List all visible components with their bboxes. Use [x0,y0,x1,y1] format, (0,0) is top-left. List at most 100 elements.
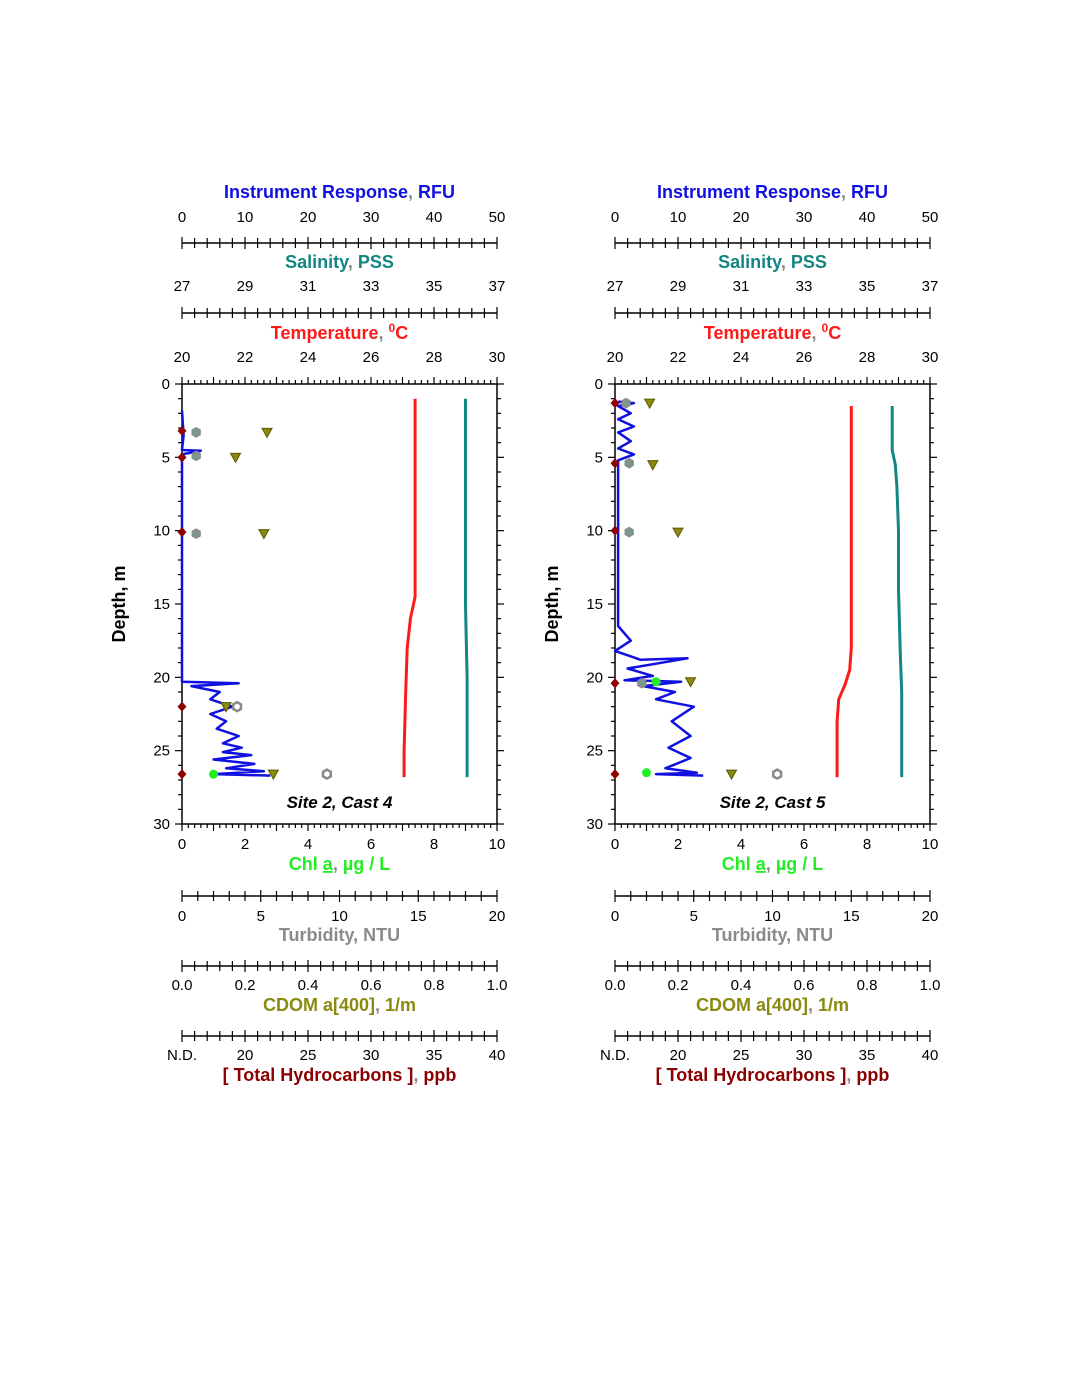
cdom-axis-title: CDOM a[400], 1/m [696,995,849,1015]
turbidity-axis-title: Turbidity, NTU [712,925,833,945]
turbidity-axis-title: Turbidity, NTU [279,925,400,945]
tph-tick-label: 30 [796,1047,813,1064]
chl-unit: µg / L [776,854,823,874]
rfu-tick-label: 40 [426,209,443,226]
turbidity-marker [621,397,631,409]
depth-unit: m [109,565,129,581]
axis-title-separator: , [353,925,363,945]
instrument-response-line [180,410,271,777]
axis-title-separator: , [766,854,776,874]
axis-title-separator: , [109,582,129,592]
axis-title-separator: , [408,182,418,202]
cdom-label: CDOM a[400] [696,995,808,1015]
cdom-marker [646,460,659,471]
tph-axis-title: [ Total Hydrocarbons ], ppb [223,1065,457,1085]
rfu-tick-label: 0 [611,209,619,226]
chl-tick-label: 4 [737,836,745,853]
tph-tick-label: N.D. [600,1047,630,1064]
chl-tick-label: 6 [367,836,375,853]
cdom-marker [220,702,232,713]
axis-title-separator: , [379,323,389,343]
depth-tick-label: 30 [153,816,170,833]
tph-tick-label: 25 [733,1047,750,1064]
tph-tick-label: N.D. [167,1047,197,1064]
rfu-label: Instrument Response [657,182,841,202]
salinity-tick-label: 27 [174,278,191,295]
chl-label-prefix: Chl [722,854,756,874]
turbidity-marker [321,768,333,781]
turbidity-tick-label: 20 [922,908,939,925]
chl-marker [642,768,651,778]
axis-title-separator: , [333,854,343,874]
chl-tick-label: 4 [304,836,312,853]
tph-marker [610,398,620,409]
salinity-axis-title: Salinity, PSS [718,252,827,272]
turbidity-tick-label: 5 [257,908,265,925]
temperature-tick-label: 20 [607,349,624,366]
chl-tick-label: 0 [611,836,619,853]
turbidity-marker [191,427,201,438]
temperature-line [835,406,853,778]
turbidity-tick-label: 10 [764,908,781,925]
chl-label-a: a [323,854,334,874]
temperature-axis-title: Temperature, 0C [271,321,408,343]
rfu-axis-title: Instrument Response, RFU [224,182,455,202]
rfu-label: Instrument Response [224,182,408,202]
tph-unit: ppb [856,1065,889,1085]
chl-tick-label: 0 [178,836,186,853]
tph-label: [ Total Hydrocarbons ] [656,1065,847,1085]
salinity-line [890,406,904,778]
axis-title-separator: , [375,995,385,1015]
salinity-unit: PSS [358,252,394,272]
axis-title-separator: , [348,252,358,272]
tph-marker [177,425,187,436]
tph-label: [ Total Hydrocarbons ] [223,1065,414,1085]
depth-tick-label: 0 [595,376,603,393]
plot-frame [614,383,931,825]
tph-tick-label: 30 [363,1047,380,1064]
temperature-tick-label: 30 [922,349,939,366]
salinity-tick-label: 37 [489,278,506,295]
salinity-line [464,398,469,778]
temperature-tick-label: 26 [363,349,380,366]
salinity-axis-title: Salinity, PSS [285,252,394,272]
depth-tick-label: 0 [162,376,170,393]
salinity-tick-label: 35 [426,278,443,295]
temperature-tick-label: 28 [859,349,876,366]
instrument-response-line [613,400,704,777]
depth-label: Depth [109,592,129,643]
salinity-tick-label: 37 [922,278,939,295]
tph-marker [610,525,620,536]
axis-title-separator: , [808,995,818,1015]
temperature-tick-label: 30 [489,349,506,366]
salinity-tick-label: 33 [796,278,813,295]
depth-unit: m [542,565,562,581]
temperature-unit-superscript: 0 [389,321,396,335]
temperature-tick-label: 24 [300,349,317,366]
depth-axis-title: Depth, m [109,565,129,642]
cdom-tick-label: 0.4 [298,977,319,994]
turbidity-tick-label: 0 [611,908,619,925]
salinity-tick-label: 27 [607,278,624,295]
cdom-tick-label: 0.8 [857,977,878,994]
axis-title-separator: , [786,925,796,945]
depth-tick-label: 10 [153,523,170,540]
cdom-marker [267,769,280,781]
depth-tick-label: 5 [595,449,603,466]
salinity-tick-label: 31 [300,278,317,295]
cdom-tick-label: 0.6 [361,977,382,994]
turbidity-tick-label: 20 [489,908,506,925]
salinity-label: Salinity [285,252,349,272]
temperature-line [402,398,417,778]
rfu-tick-label: 20 [733,209,750,226]
axis-title-separator: , [841,182,851,202]
turbidity-tick-label: 15 [410,908,427,925]
salinity-tick-label: 31 [733,278,750,295]
cdom-tick-label: 0.8 [424,977,445,994]
turbidity-unit: NTU [363,925,400,945]
temperature-tick-label: 22 [670,349,687,366]
chl-label-a: a [756,854,767,874]
cdom-tick-label: 1.0 [920,977,941,994]
chl-tick-label: 2 [241,836,249,853]
